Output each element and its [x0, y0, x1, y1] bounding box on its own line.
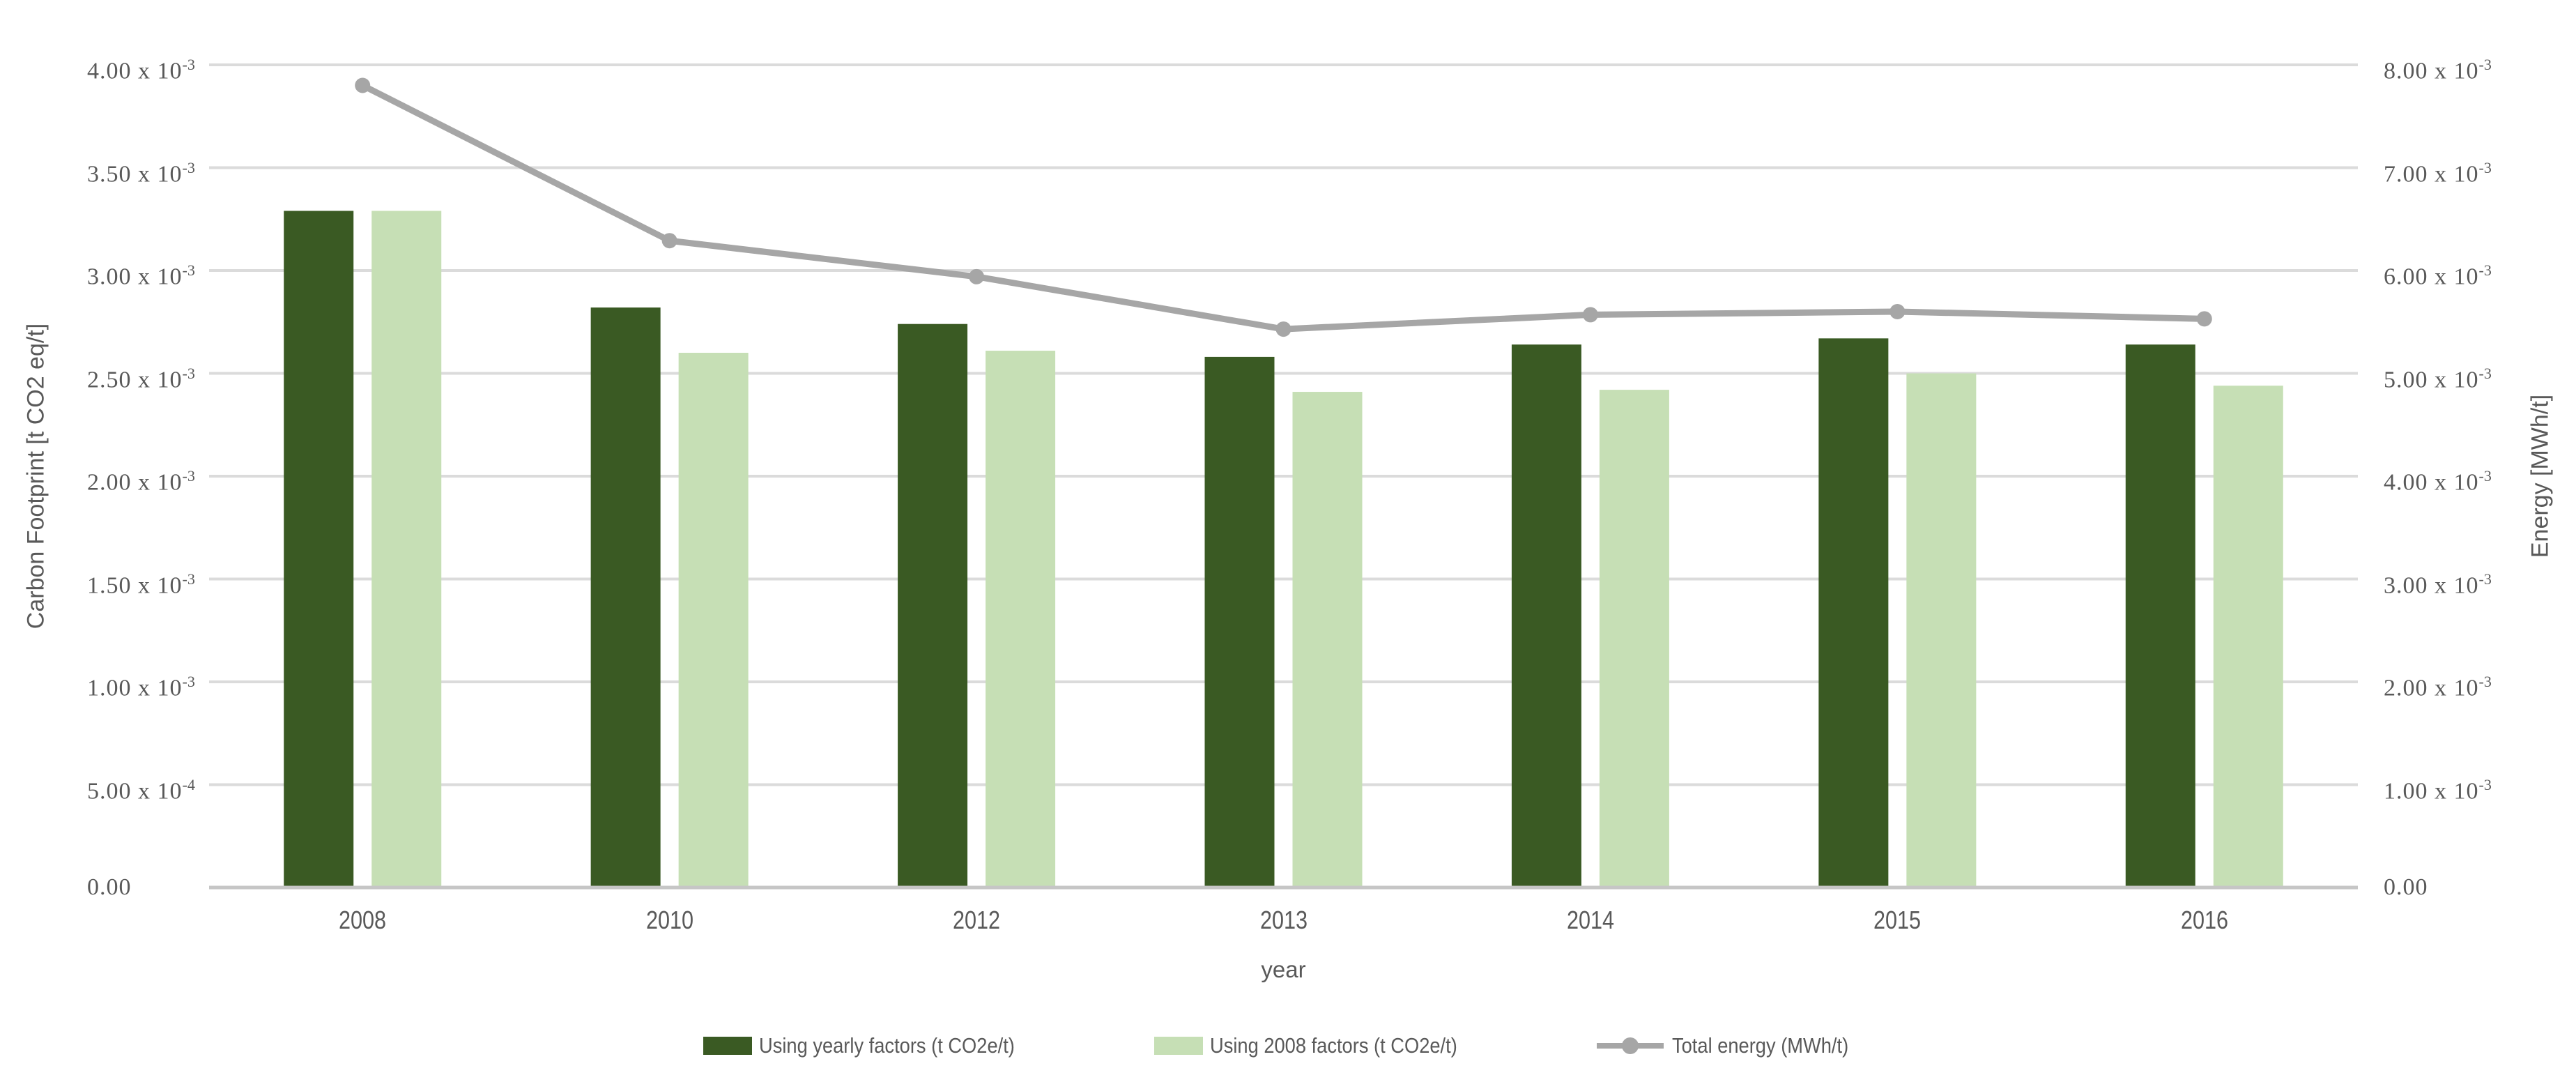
bar-2008-factors: [1906, 373, 1977, 888]
legend-item-yearly-factors: Using yearly factors (t CO2e/t): [703, 1033, 1050, 1058]
right-axis-tick-label: 5.00 x 10-3: [2384, 364, 2492, 393]
legend-swatch-yearly-factors-icon: [703, 1037, 753, 1055]
bar-yearly-factors: [2125, 344, 2195, 888]
legend-swatch-2008-factors-icon: [1154, 1037, 1204, 1055]
left-axis-tick-label: 1.00 x 10-3: [87, 673, 195, 701]
left-axis-title: Carbon Footprint [t CO2 eq/t]: [22, 323, 49, 630]
legend-label-total-energy: Total energy (MWh/t): [1672, 1033, 1849, 1058]
chart-legend: Using yearly factors (t CO2e/t) Using 20…: [0, 1023, 2576, 1068]
line-marker-total-energy: [661, 233, 677, 249]
right-axis-tick-label: 7.00 x 10-3: [2384, 158, 2492, 187]
line-marker-total-energy: [1582, 307, 1598, 323]
left-axis-tick-label: 3.00 x 10-3: [87, 261, 195, 290]
line-marker-total-energy: [1889, 304, 1906, 319]
legend-label-yearly-factors: Using yearly factors (t CO2e/t): [759, 1033, 1015, 1058]
line-marker-total-energy: [355, 77, 371, 93]
left-axis-tick-label: 5.00 x 10-4: [87, 775, 195, 804]
x-axis-label-2013: 2013: [1259, 906, 1308, 934]
x-axis-label-2016: 2016: [2180, 906, 2228, 934]
right-axis-tick-label: 0.00: [2384, 874, 2428, 900]
legend-line-marker-icon: [1597, 1037, 1664, 1054]
bar-yearly-factors: [590, 307, 661, 888]
left-axis-tick-label: 2.00 x 10-3: [87, 467, 195, 496]
left-axis-tick-label: 3.50 x 10-3: [87, 158, 195, 187]
x-axis-label-2008: 2008: [339, 906, 387, 934]
line-total-energy: [359, 82, 2208, 333]
right-axis-tick-label: 4.00 x 10-3: [2384, 467, 2492, 496]
bar-2008-factors: [1292, 392, 1363, 888]
bar-yearly-factors: [898, 323, 968, 888]
bar-yearly-factors: [284, 211, 354, 888]
left-axis-tick-label: 0.00: [87, 874, 132, 900]
line-marker-total-energy: [2196, 311, 2212, 327]
bar-2008-factors: [986, 351, 1056, 888]
right-axis-tick-label: 8.00 x 10-3: [2384, 56, 2492, 84]
right-axis-tick-label: 2.00 x 10-3: [2384, 673, 2492, 701]
bar-yearly-factors: [1818, 338, 1889, 888]
line-marker-total-energy: [969, 268, 985, 284]
line-marker-total-energy: [1275, 321, 1291, 337]
right-axis-tick-label: 3.00 x 10-3: [2384, 570, 2492, 598]
x-axis-label-2014: 2014: [1566, 906, 1614, 934]
x-axis-label-2010: 2010: [645, 906, 693, 934]
right-axis-title: Energy [MWh/t]: [2527, 394, 2554, 558]
legend-label-2008-factors: Using 2008 factors (t CO2e/t): [1210, 1033, 1457, 1058]
x-axis-label-2012: 2012: [953, 906, 1001, 934]
bar-yearly-factors: [1511, 344, 1581, 888]
left-axis-tick-label: 4.00 x 10-3: [87, 56, 195, 84]
bar-yearly-factors: [1204, 356, 1275, 888]
bar-2008-factors: [2213, 386, 2283, 888]
bar-2008-factors: [371, 211, 442, 888]
right-axis-tick-label: 1.00 x 10-3: [2384, 775, 2492, 804]
right-axis-tick-label: 6.00 x 10-3: [2384, 261, 2492, 290]
left-axis-tick-label: 2.50 x 10-3: [87, 364, 195, 393]
legend-item-2008-factors: Using 2008 factors (t CO2e/t): [1154, 1033, 1491, 1058]
bar-2008-factors: [1599, 390, 1669, 888]
bar-2008-factors: [678, 353, 749, 888]
legend-item-total-energy: Total energy (MWh/t): [1595, 1033, 1873, 1058]
x-axis-label-2015: 2015: [1873, 906, 1922, 934]
x-axis-title: year: [1261, 957, 1306, 982]
left-axis-tick-label: 1.50 x 10-3: [87, 570, 195, 598]
